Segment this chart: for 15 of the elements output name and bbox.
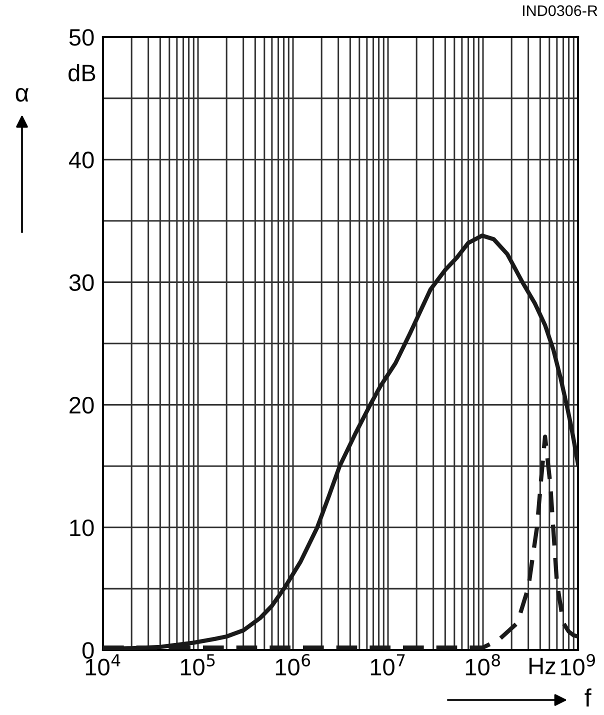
- y-tick-label: 20: [70, 396, 94, 414]
- y-tick-label: 40: [68, 152, 94, 168]
- text: IND0306-R: [522, 5, 598, 16]
- y-tick-label: 10: [70, 519, 94, 536]
- y-axis-title: α: [16, 88, 29, 102]
- x-axis-title: f: [584, 688, 592, 706]
- x-tick-label: 10$^{7}$: [370, 654, 405, 676]
- text: dB: [68, 64, 96, 82]
- x-tick-label: 10$^{5}$: [180, 654, 215, 676]
- x-tick-label: 10$^{6}$: [276, 654, 310, 676]
- x-tick-label: 10$^{8}$: [466, 654, 500, 676]
- y-tick-label: 30: [69, 274, 94, 291]
- y-tick-label: 50: [69, 29, 94, 46]
- text: Hz: [530, 658, 556, 674]
- x-tick-label: 10$^{9}$: [560, 654, 595, 676]
